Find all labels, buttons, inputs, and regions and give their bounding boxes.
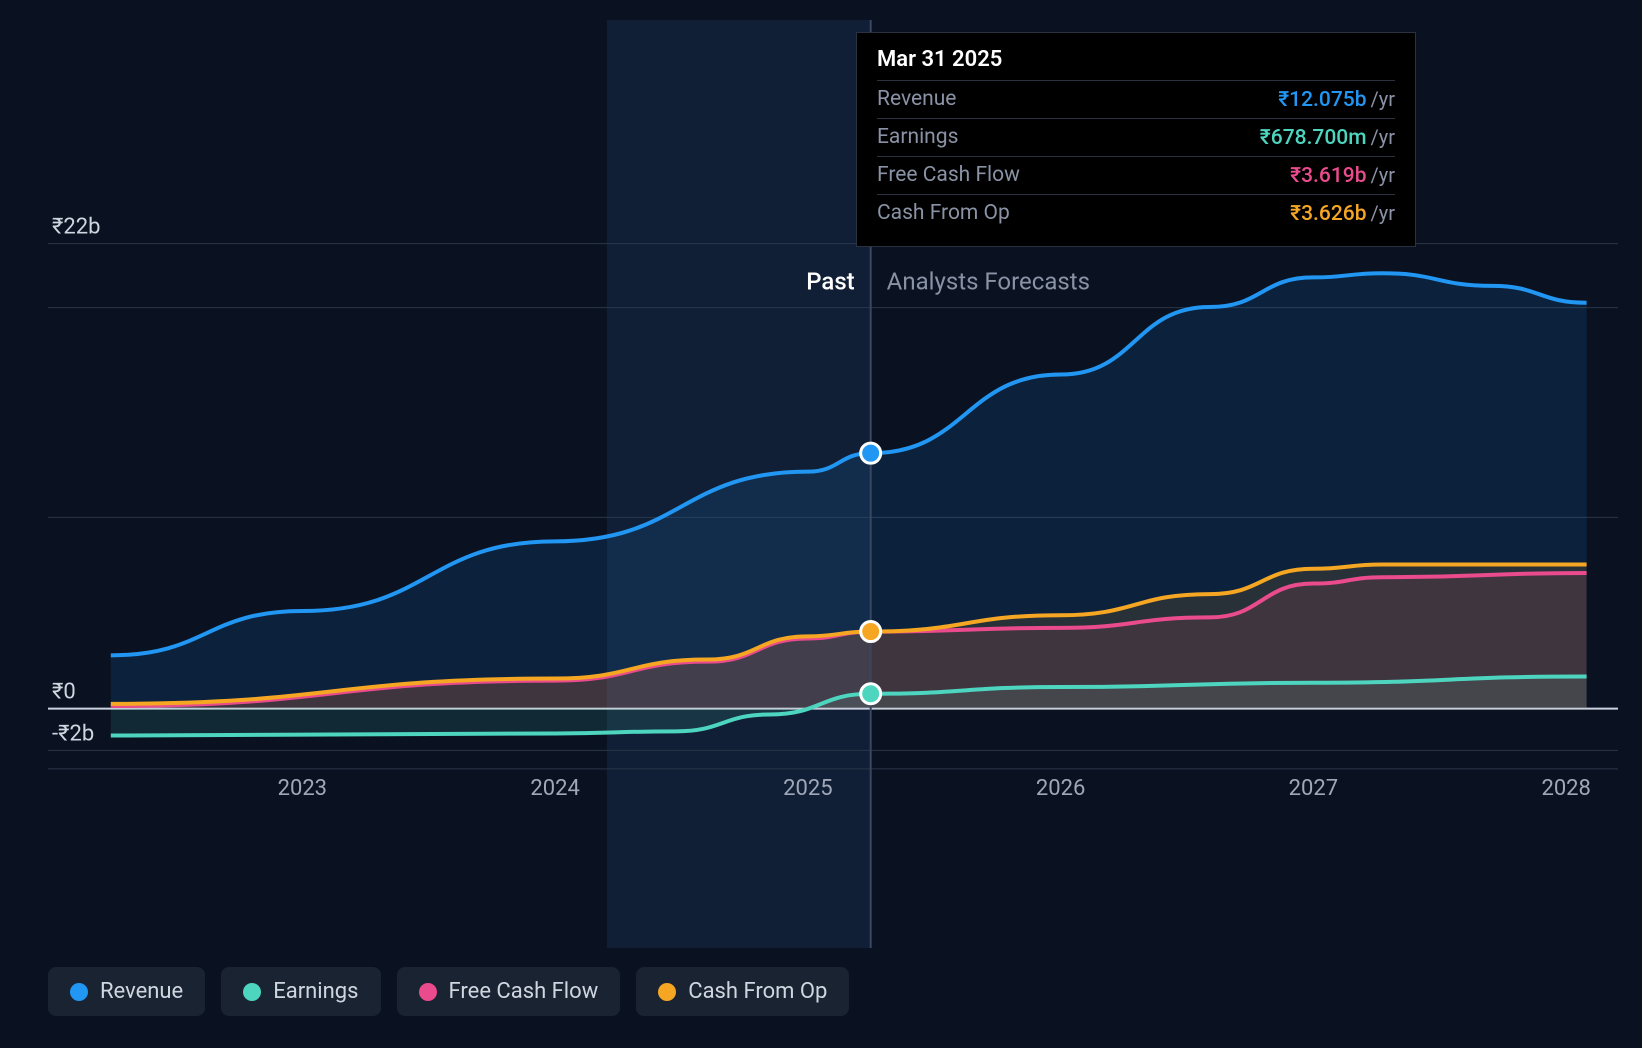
legend-label: Free Cash Flow <box>449 979 599 1004</box>
svg-text:2023: 2023 <box>278 776 327 801</box>
tooltip-row: Earnings ₹678.700m/yr <box>877 118 1395 156</box>
tooltip-date: Mar 31 2025 <box>877 47 1395 80</box>
tooltip-row-label: Cash From Op <box>877 201 1010 226</box>
legend-label: Cash From Op <box>688 979 827 1004</box>
legend-dot-icon <box>243 983 261 1001</box>
legend-item-revenue[interactable]: Revenue <box>48 967 205 1016</box>
legend-label: Earnings <box>273 979 358 1004</box>
svg-text:2026: 2026 <box>1036 776 1085 801</box>
tooltip: Mar 31 2025 Revenue ₹12.075b/yr Earnings ₹6… <box>856 32 1416 247</box>
legend-dot-icon <box>658 983 676 1001</box>
tooltip-row: Cash From Op ₹3.626b/yr <box>877 194 1395 232</box>
svg-text:₹22b: ₹22b <box>52 215 100 240</box>
tooltip-row-value: ₹3.619b/yr <box>1290 163 1395 188</box>
svg-text:₹0: ₹0 <box>52 680 76 705</box>
legend-label: Revenue <box>100 979 183 1004</box>
legend-item-fcf[interactable]: Free Cash Flow <box>397 967 621 1016</box>
tooltip-row-value: ₹12.075b/yr <box>1278 87 1395 112</box>
svg-text:Past: Past <box>806 268 854 296</box>
tooltip-row-value: ₹3.626b/yr <box>1290 201 1395 226</box>
legend-dot-icon <box>419 983 437 1001</box>
svg-text:2028: 2028 <box>1541 776 1590 801</box>
svg-text:2025: 2025 <box>783 776 832 801</box>
tooltip-row-value: ₹678.700m/yr <box>1260 125 1395 150</box>
tooltip-row: Free Cash Flow ₹3.619b/yr <box>877 156 1395 194</box>
legend-dot-icon <box>70 983 88 1001</box>
legend-item-earnings[interactable]: Earnings <box>221 967 380 1016</box>
legend: Revenue Earnings Free Cash Flow Cash From O… <box>48 967 849 1016</box>
svg-text:Analysts Forecasts: Analysts Forecasts <box>887 268 1090 296</box>
svg-text:2024: 2024 <box>530 776 579 801</box>
tooltip-row: Revenue ₹12.075b/yr <box>877 80 1395 118</box>
legend-item-cfo[interactable]: Cash From Op <box>636 967 849 1016</box>
tooltip-row-label: Free Cash Flow <box>877 163 1020 188</box>
tooltip-row-label: Revenue <box>877 87 956 112</box>
svg-text:2027: 2027 <box>1289 776 1338 801</box>
tooltip-row-label: Earnings <box>877 125 958 150</box>
svg-text:-₹2b: -₹2b <box>52 721 94 746</box>
